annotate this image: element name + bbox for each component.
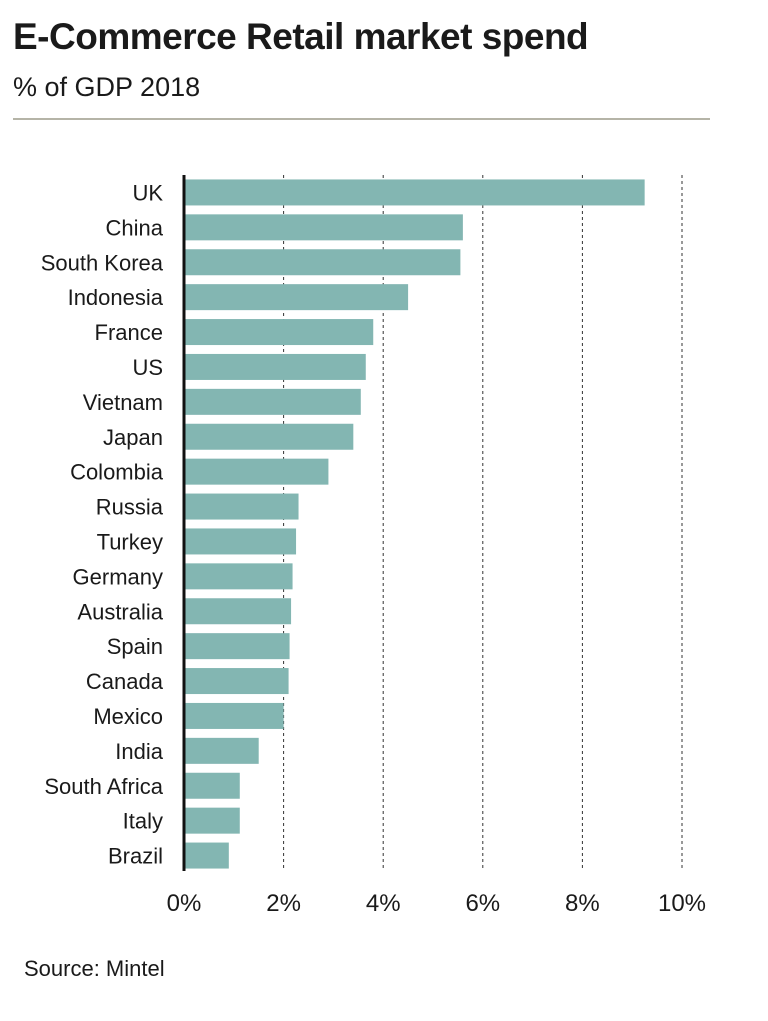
bar-vietnam	[184, 388, 361, 415]
chart-title: E-Commerce Retail market spend	[13, 16, 589, 57]
category-label: South Korea	[41, 250, 164, 275]
category-label: Italy	[123, 809, 163, 834]
bar-australia	[184, 598, 292, 625]
bar-brazil	[184, 842, 229, 869]
category-label: Colombia	[70, 460, 164, 485]
bar-south-korea	[184, 249, 461, 276]
bar-india	[184, 737, 259, 764]
bar-us	[184, 353, 366, 380]
category-label: Vietnam	[83, 390, 163, 415]
category-label: France	[95, 320, 163, 345]
category-label: Japan	[103, 425, 163, 450]
bar-russia	[184, 493, 299, 520]
bar-italy	[184, 807, 240, 834]
bar-france	[184, 319, 374, 346]
bar-turkey	[184, 528, 297, 555]
x-tick-label: 2%	[266, 890, 301, 917]
bar-spain	[184, 633, 290, 660]
category-label: India	[115, 739, 163, 764]
category-label: Turkey	[97, 529, 163, 554]
x-tick-label: 0%	[167, 890, 202, 917]
bar-uk	[184, 179, 645, 206]
category-label: South Africa	[44, 774, 163, 799]
category-label: Indonesia	[68, 285, 164, 310]
category-label: UK	[132, 180, 163, 205]
bar-germany	[184, 563, 293, 590]
category-label: Spain	[107, 634, 163, 659]
chart-subtitle: % of GDP 2018	[13, 72, 201, 102]
x-tick-label: 8%	[565, 890, 600, 917]
category-label: Germany	[73, 564, 163, 589]
category-label: Brazil	[108, 844, 163, 869]
bar-colombia	[184, 458, 329, 485]
category-label: Canada	[86, 669, 164, 694]
x-tick-label: 4%	[366, 890, 401, 917]
bar-canada	[184, 668, 289, 695]
header-divider	[13, 118, 710, 120]
bar-chart: UK China South Korea Indonesia France US Vietn…	[41, 175, 706, 917]
bar-japan	[184, 423, 354, 450]
category-label: China	[106, 215, 164, 240]
x-tick-label: 10%	[658, 890, 706, 917]
x-tick-label: 6%	[465, 890, 500, 917]
category-label: Mexico	[93, 704, 163, 729]
bar-indonesia	[184, 284, 409, 311]
bar-south-africa	[184, 772, 240, 799]
category-label: Australia	[77, 599, 163, 624]
bar-china	[184, 214, 463, 241]
source-note: Source: Mintel	[24, 956, 165, 981]
category-label: Russia	[96, 495, 164, 520]
category-label: US	[132, 355, 163, 380]
bar-mexico	[184, 702, 284, 729]
